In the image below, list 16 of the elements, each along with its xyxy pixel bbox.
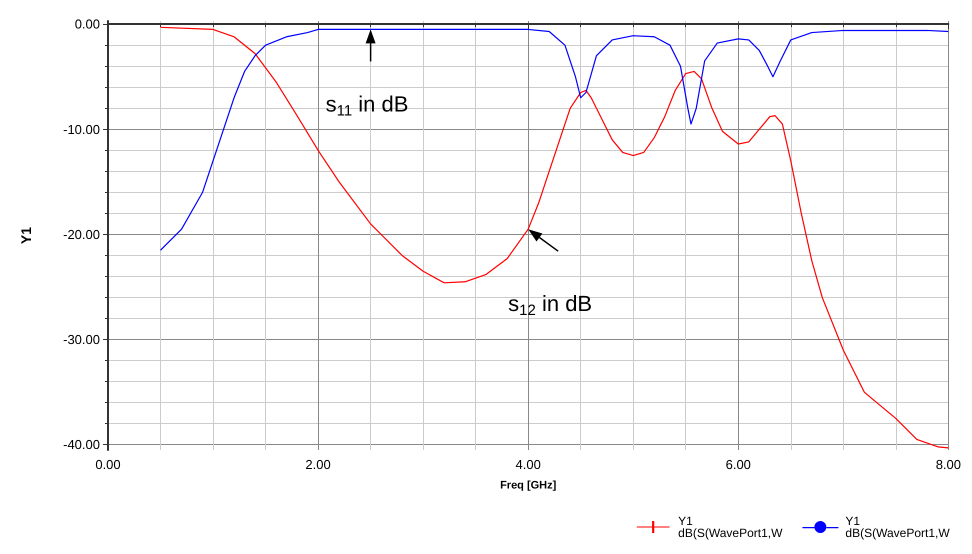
line-series [160, 26, 949, 448]
y-tick-label: 0.00 [74, 16, 100, 32]
x-tick-label: 4.00 [516, 457, 541, 472]
x-tick-label: 6.00 [726, 457, 751, 472]
legend-label: Y1 dB(S(WavePort1,W [678, 514, 784, 540]
x-tick-label: 2.00 [305, 457, 331, 472]
y-axis-title: Y1 [18, 226, 34, 244]
y-tick-label: -10.00 [63, 122, 100, 137]
y-tick-label: -20.00 [63, 226, 100, 242]
legend-label: Y1 dB(S(WavePort1,W [845, 514, 953, 540]
y-tick-label: -40.00 [63, 437, 100, 452]
line-series [160, 28, 949, 251]
y-tick-label: -30.00 [63, 332, 100, 348]
x-tick-label: 0.00 [95, 457, 121, 472]
x-tick-label: 8.00 [936, 457, 962, 472]
x-axis-title: Freq [GHz] [500, 480, 557, 492]
